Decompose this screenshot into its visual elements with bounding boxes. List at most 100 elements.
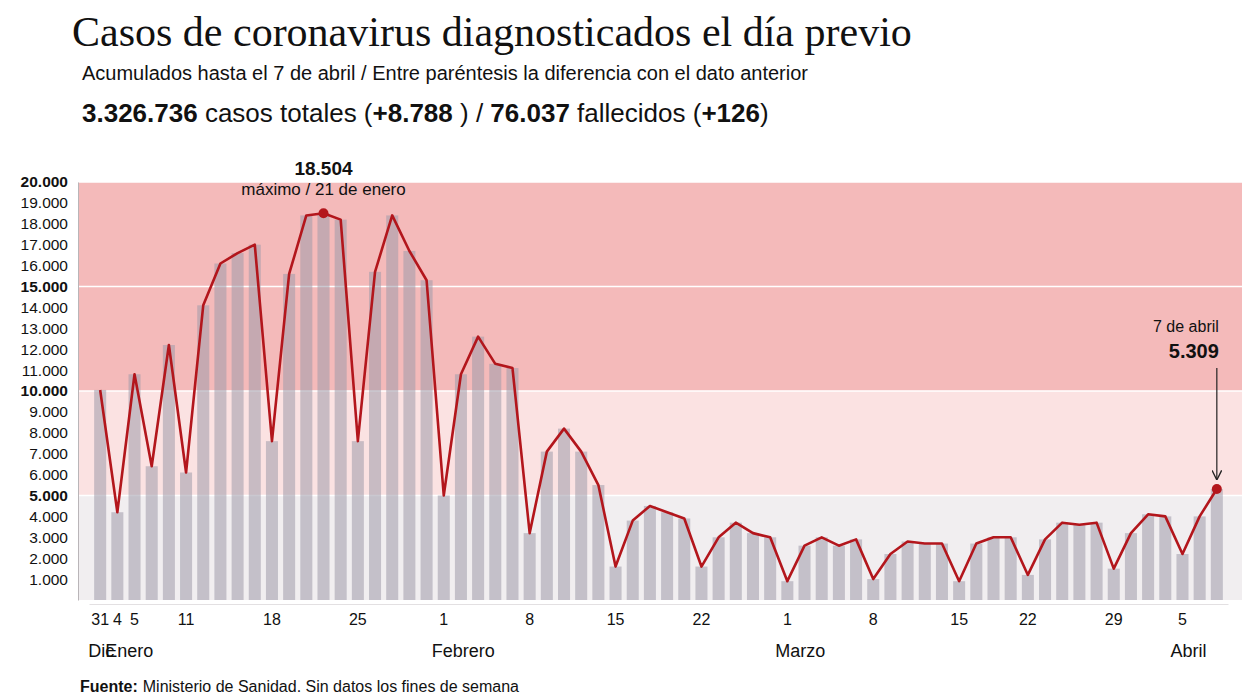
annotation-point	[319, 208, 329, 218]
bar	[610, 567, 622, 600]
bar	[695, 567, 707, 600]
bar	[644, 506, 656, 600]
bar	[867, 579, 879, 600]
bar	[575, 452, 587, 600]
x-tick-label: 1	[783, 611, 792, 628]
y-tick-label: 3.000	[29, 529, 68, 546]
bar	[902, 541, 914, 600]
x-tick-label: 22	[693, 611, 711, 628]
summary-number: 76.037	[490, 98, 570, 128]
bar	[1176, 554, 1188, 600]
x-tick-label: 4	[113, 611, 122, 628]
y-axis: 1.0002.0003.0004.0005.0006.0007.0008.000…	[21, 173, 79, 600]
y-tick: 17.000	[21, 236, 78, 253]
bar	[816, 537, 828, 600]
x-tick-label: 5	[130, 611, 139, 628]
annotation-arrow	[1216, 368, 1217, 479]
title: Casos de coronavirus diagnosticados el d…	[72, 9, 912, 55]
x-tick-label: 11	[178, 611, 195, 628]
annotation-text: 7 de abril	[1153, 318, 1219, 335]
x-tick: 31	[91, 604, 109, 628]
x-tick: 1	[783, 604, 792, 628]
y-tick: 9.000	[29, 403, 78, 420]
bar	[317, 213, 329, 600]
bar	[352, 441, 364, 600]
bar	[403, 251, 415, 600]
bar	[146, 466, 158, 600]
y-tick: 1.000	[29, 571, 78, 588]
x-tick: 1	[439, 604, 448, 628]
summary-text: )	[760, 98, 769, 128]
bar	[747, 533, 759, 600]
bar	[180, 473, 192, 600]
x-axis-line	[90, 604, 1229, 605]
x-tick-label: 15	[950, 611, 968, 628]
y-tick-label: 5.000	[29, 487, 68, 504]
bar	[833, 546, 845, 600]
y-tick-label: 9.000	[29, 403, 68, 420]
bar	[781, 581, 793, 600]
bar	[1056, 523, 1068, 600]
x-tick: 4	[113, 604, 122, 628]
plot-area	[78, 182, 1242, 600]
summary-number: 3.326.736	[82, 98, 198, 128]
bars	[94, 213, 1223, 600]
y-tick-label: 1.000	[29, 571, 68, 588]
x-tick: 8	[869, 604, 878, 628]
bar	[300, 215, 312, 600]
summary: 3.326.736 casos totales (+8.788 ) / 76.0…	[82, 98, 769, 128]
x-tick: 8	[525, 604, 534, 628]
y-tick-label: 8.000	[29, 424, 68, 441]
y-tick: 8.000	[29, 424, 78, 441]
summary-number: +8.788	[373, 98, 453, 128]
x-tick-label: 15	[607, 611, 625, 628]
bar	[386, 215, 398, 600]
bar	[1159, 516, 1171, 600]
x-tick-label: 31	[91, 611, 109, 628]
bar	[232, 253, 244, 600]
annotation-label: 5.309	[1169, 340, 1219, 362]
x-tick-label: 1	[439, 611, 448, 628]
x-tick-label: 5	[1178, 611, 1187, 628]
summary-text: casos totales (	[198, 98, 373, 128]
y-tick: 3.000	[29, 529, 78, 546]
y-tick-label: 15.000	[21, 278, 68, 295]
y-tick: 15.000	[21, 278, 78, 295]
summary-text: fallecidos (	[570, 98, 702, 128]
x-tick: 18	[263, 604, 281, 628]
summary-text: ) /	[453, 98, 491, 128]
bar	[214, 264, 226, 600]
bar	[438, 496, 450, 601]
y-tick-label: 13.000	[21, 320, 69, 337]
source-text: Ministerio de Sanidad. Sin datos los fin…	[143, 678, 519, 695]
y-tick-label: 12.000	[21, 341, 69, 358]
y-tick-label: 19.000	[21, 194, 69, 211]
y-tick: 5.000	[29, 487, 78, 504]
x-tick: 25	[349, 604, 367, 628]
x-tick: 15	[607, 604, 625, 628]
x-tick: 15	[950, 604, 968, 628]
month-label: Febrero	[432, 641, 495, 661]
y-tick-label: 17.000	[21, 236, 69, 253]
bar	[987, 537, 999, 600]
x-tick-label: 29	[1105, 611, 1123, 628]
bar	[1073, 525, 1085, 600]
month-label: Enero	[105, 641, 153, 661]
y-tick: 20.000	[21, 173, 78, 190]
x-tick-label: 8	[869, 611, 878, 628]
y-axis-line	[78, 183, 79, 601]
bar	[1142, 514, 1154, 600]
x-tick-label: 22	[1019, 611, 1037, 628]
bar	[489, 364, 501, 600]
y-tick-label: 6.000	[29, 466, 68, 483]
bar	[661, 512, 673, 600]
x-tick: 22	[693, 604, 711, 628]
subtitle: Acumulados hasta el 7 de abril / Entre p…	[82, 62, 808, 84]
y-tick: 16.000	[21, 257, 78, 274]
x-tick-label: 8	[525, 611, 534, 628]
y-tick-label: 11.000	[22, 362, 69, 379]
month-label: Marzo	[775, 641, 825, 661]
y-tick-label: 20.000	[21, 173, 68, 190]
bar	[1194, 516, 1206, 600]
x-tick-label: 18	[263, 611, 281, 628]
